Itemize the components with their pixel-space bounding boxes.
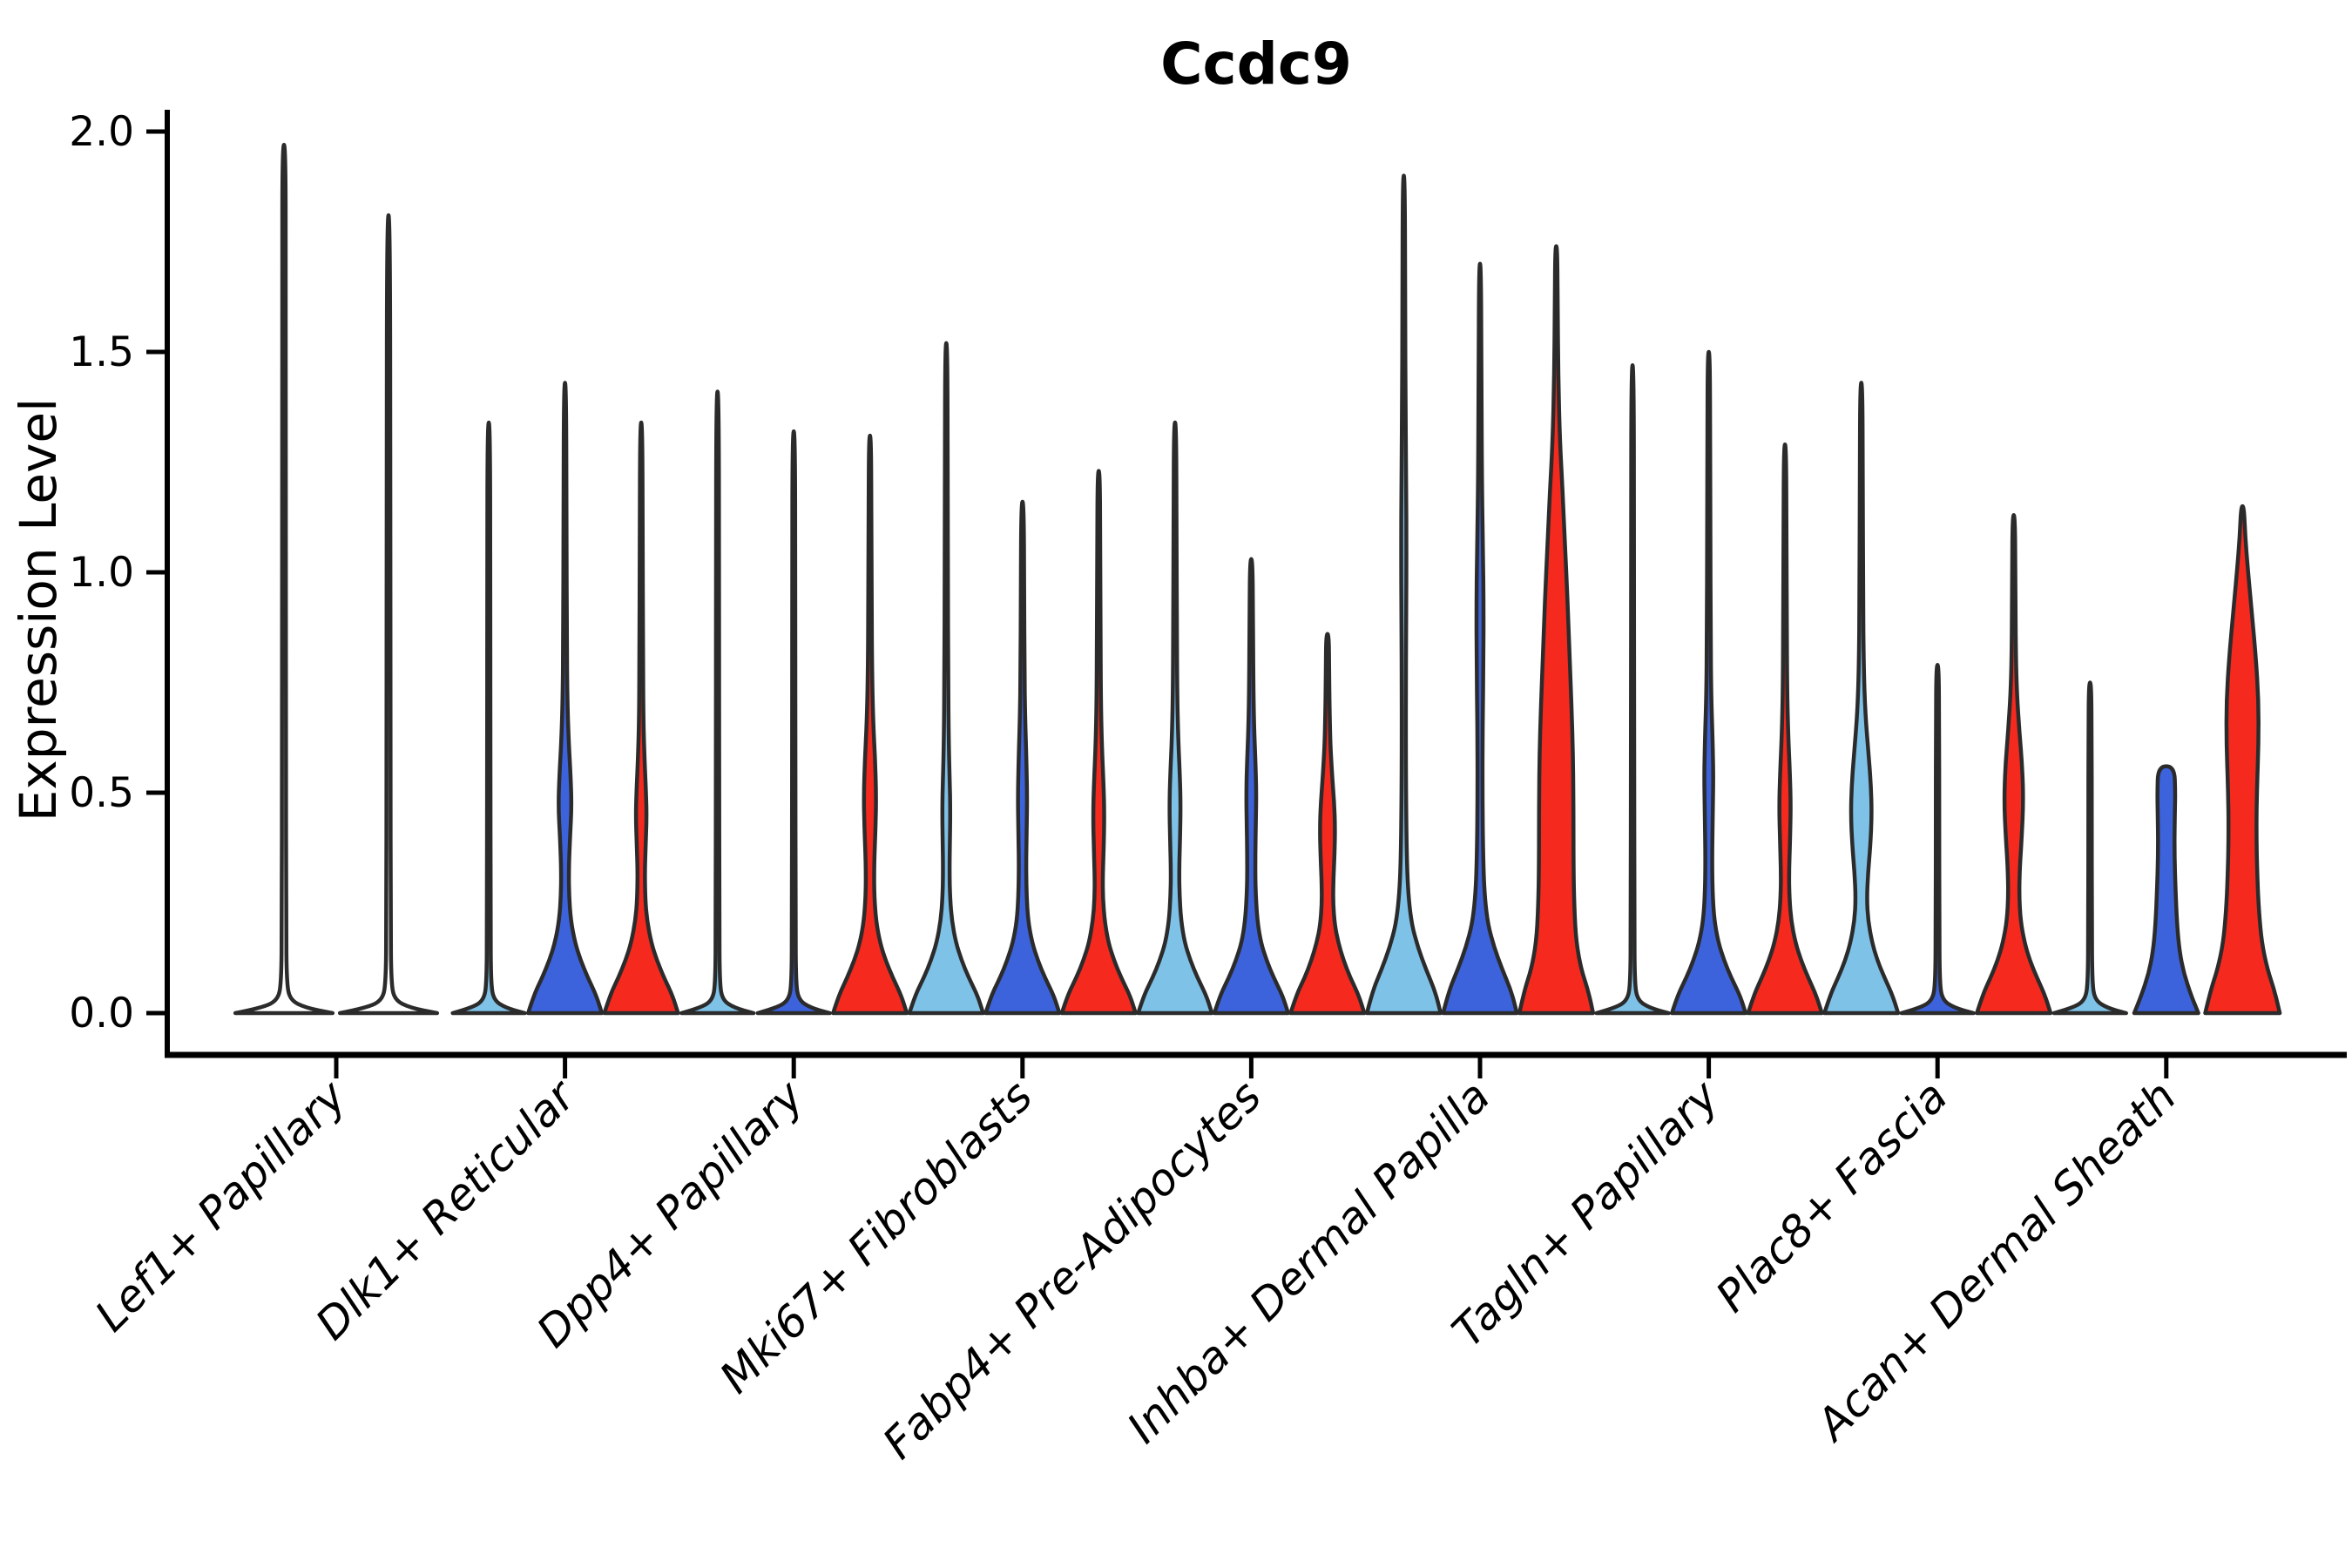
violin-dlk1-reticular-red [602, 420, 680, 1016]
violin-fabp4-pre-adipocytes-red [1288, 632, 1367, 1016]
violin-plac8-fascia-red [1975, 512, 2053, 1016]
y-axis-ticks: 0.0 0.5 1.0 1.5 2.0 [69, 108, 167, 1037]
chart-title: Ccdc9 [1160, 30, 1352, 98]
violin-dpp4-papillary-red [831, 433, 909, 1016]
violin-fabp4-pre-adipocytes-dark_blue [1212, 557, 1290, 1016]
violin-inhba-dermal-papilla-dark_blue [1441, 261, 1519, 1016]
violin-acan-dermal-sheath-red [2203, 504, 2282, 1016]
violin-mki67-fibroblasts-light_blue [907, 341, 985, 1016]
violin-dpp4-papillary-light_blue [679, 389, 756, 1016]
violin-acan-dermal-sheath-light_blue [2051, 680, 2128, 1016]
violin-plac8-fascia-light_blue [1822, 381, 1901, 1016]
violin-lef1-papillary-unfilled [337, 213, 440, 1016]
y-tick-label: 1.0 [69, 549, 134, 597]
violin-plac8-fascia-dark_blue [1899, 663, 1976, 1016]
violin-mki67-fibroblasts-red [1059, 469, 1138, 1016]
y-tick-label: 1.5 [69, 328, 134, 376]
violin-dlk1-reticular-light_blue [450, 420, 527, 1016]
violin-fabp4-pre-adipocytes-light_blue [1136, 420, 1214, 1016]
violins-layer [233, 142, 2282, 1016]
violin-dpp4-papillary-dark_blue [755, 429, 832, 1016]
violin-tagln-papillary-red [1746, 443, 1824, 1016]
violin-lef1-papillary-unfilled [233, 142, 335, 1016]
violin-dlk1-reticular-dark_blue [526, 381, 605, 1016]
violin-inhba-dermal-papilla-light_blue [1364, 173, 1443, 1016]
violin-tagln-papillary-light_blue [1594, 362, 1671, 1016]
y-axis-label: Expression Level [9, 398, 68, 821]
violin-mki67-fibroblasts-dark_blue [983, 499, 1062, 1016]
violin-inhba-dermal-papilla-red [1517, 244, 1596, 1016]
violin-tagln-papillary-dark_blue [1670, 349, 1748, 1016]
y-tick-label: 0.5 [69, 769, 134, 817]
y-tick-label: 0.0 [69, 990, 134, 1037]
y-tick-label: 2.0 [69, 108, 134, 156]
violin-acan-dermal-sheath-dark_blue [2132, 764, 2200, 1016]
